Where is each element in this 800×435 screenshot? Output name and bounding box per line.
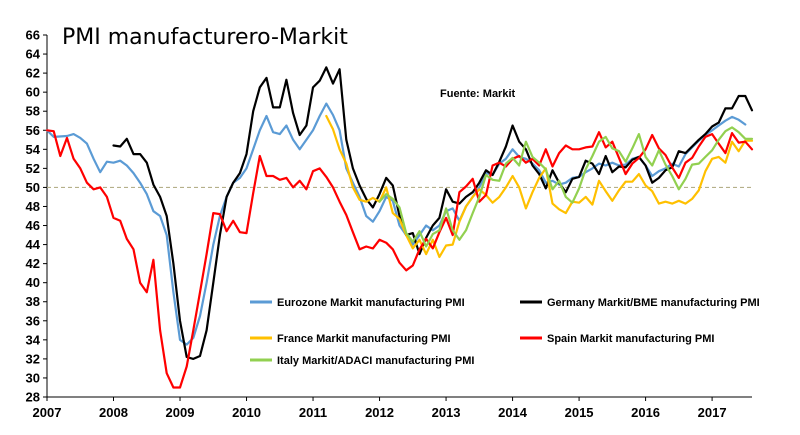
x-tick-label: 2015 [565, 405, 594, 420]
series-line-2 [325, 114, 754, 259]
series-line-1 [112, 66, 754, 360]
y-tick-label: 38 [26, 294, 40, 309]
y-tick-label: 60 [26, 85, 40, 100]
y-tick-label: 62 [26, 66, 40, 81]
x-tick-label: 2009 [166, 405, 195, 420]
y-tick-label: 32 [26, 351, 40, 366]
legend-label: Italy Markit/ADACI manufacturing PMI [277, 355, 474, 367]
x-tick-label: 2011 [299, 405, 327, 420]
y-tick-label: 56 [26, 123, 40, 138]
x-axis: 2007 2008 2009 2010 2011 2012 2013 2014 2015 2016… [33, 397, 727, 420]
x-tick-label: 2008 [99, 405, 128, 420]
y-tick-label: 50 [26, 180, 40, 195]
y-tick-label: 46 [26, 218, 40, 233]
x-tick-label: 2012 [365, 405, 394, 420]
legend-label: Eurozone Markit manufacturing PMI [277, 297, 465, 309]
series-group [45, 66, 754, 389]
y-tick-label: 66 [26, 28, 40, 43]
x-tick-label: 2016 [631, 405, 660, 420]
y-tick-label: 54 [26, 142, 41, 157]
y-tick-label: 44 [26, 237, 41, 252]
legend-label: Germany Markit/BME manufacturing PMI [547, 297, 760, 309]
y-tick-label: 52 [26, 161, 40, 176]
y-tick-label: 58 [26, 104, 40, 119]
y-tick-label: 30 [26, 370, 40, 385]
legend: Eurozone Markit manufacturing PMI Germany… [250, 297, 760, 367]
y-tick-label: 48 [26, 199, 40, 214]
x-tick-label: 2014 [498, 405, 528, 420]
y-tick-label: 28 [26, 390, 40, 405]
chart-title: PMI manufacturero-Markit [62, 25, 348, 50]
y-axis: 28 30 32 34 36 38 40 42 44 46 48 50 52 54 56 58 60 62 64 66 [26, 28, 47, 405]
legend-label: Spain Markit manufacturing PMI [547, 333, 714, 345]
x-tick-label: 2013 [432, 405, 461, 420]
x-tick-label: 2010 [232, 405, 261, 420]
y-tick-label: 64 [26, 47, 41, 62]
y-tick-label: 36 [26, 313, 40, 328]
y-tick-label: 34 [26, 332, 41, 347]
series-line-4 [378, 126, 754, 248]
legend-label: France Markit manufacturing PMI [277, 333, 451, 345]
y-tick-label: 42 [26, 256, 40, 271]
source-note: Fuente: Markit [440, 88, 516, 100]
x-tick-label: 2017 [698, 405, 727, 420]
series-line-3 [45, 129, 754, 389]
x-tick-label: 2007 [33, 405, 62, 420]
y-tick-label: 40 [26, 275, 40, 290]
